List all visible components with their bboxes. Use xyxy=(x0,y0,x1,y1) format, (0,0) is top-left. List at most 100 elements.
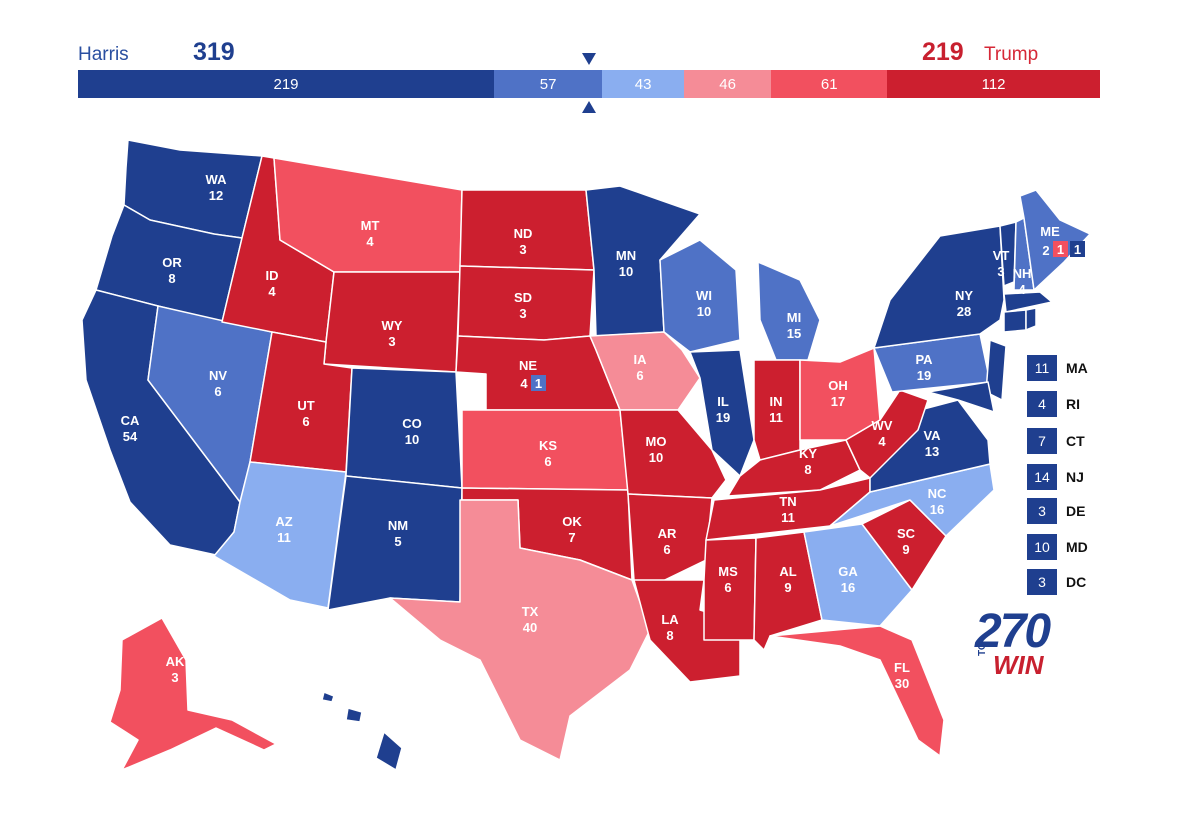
harris-label: Harris xyxy=(78,44,129,65)
small-state-ev-md[interactable]: 10 xyxy=(1027,534,1057,560)
state-ev-wy: 3 xyxy=(388,334,395,349)
state-label-wv: WV xyxy=(872,418,893,433)
state-label-hi: HI xyxy=(362,736,375,751)
state-ev-pa: 19 xyxy=(917,368,931,383)
state-ev-nd: 3 xyxy=(519,242,526,257)
state-WY[interactable] xyxy=(323,271,461,373)
state-label-wa: WA xyxy=(206,172,228,187)
state-MS[interactable] xyxy=(703,537,757,641)
small-state-ev-ri[interactable]: 4 xyxy=(1027,391,1057,417)
state-label-mt: MT xyxy=(361,218,380,233)
state-label-nv: NV xyxy=(209,368,227,383)
state-ev-co: 10 xyxy=(405,432,419,447)
state-label-ms: MS xyxy=(718,564,738,579)
small-state-ev-de[interactable]: 3 xyxy=(1027,498,1057,524)
state-ev-me: 2 xyxy=(1042,243,1049,258)
state-ev-hi: 4 xyxy=(364,752,372,767)
state-GA[interactable] xyxy=(803,523,913,627)
state-label-al: AL xyxy=(779,564,796,579)
state-NJ[interactable] xyxy=(985,339,1007,401)
state-ev-in: 11 xyxy=(769,410,783,425)
state-ev-sc: 9 xyxy=(902,542,909,557)
state-ev-ok: 7 xyxy=(568,530,575,545)
state-label-pa: PA xyxy=(915,352,933,367)
small-state-ev-ma[interactable]: 11 xyxy=(1027,355,1057,381)
state-label-fl: FL xyxy=(894,660,910,675)
state-WI[interactable] xyxy=(659,239,741,353)
state-WV[interactable] xyxy=(845,389,929,479)
state-HI[interactable] xyxy=(375,731,403,771)
state-ev-tx: 40 xyxy=(523,620,537,635)
state-label-nm: NM xyxy=(388,518,408,533)
ne-district-box[interactable] xyxy=(531,375,546,391)
small-state-label-de: DE xyxy=(1066,503,1086,519)
state-ev-ia: 6 xyxy=(636,368,643,383)
state-label-ok: OK xyxy=(562,514,582,529)
bar-segment-rep-likely: 61 xyxy=(771,70,888,98)
state-label-ia: IA xyxy=(634,352,648,367)
state-label-il: IL xyxy=(717,394,729,409)
state-ev-ms: 6 xyxy=(724,580,731,595)
state-label-mn: MN xyxy=(616,248,636,263)
state-ev-nv: 6 xyxy=(214,384,221,399)
state-label-mi: MI xyxy=(787,310,801,325)
state-ev-al: 9 xyxy=(784,580,791,595)
state-ev-ga: 16 xyxy=(841,580,855,595)
logo-to: TO xyxy=(977,642,988,656)
small-state-ev-ct[interactable]: 7 xyxy=(1027,428,1057,454)
state-label-ut: UT xyxy=(297,398,314,413)
state-ev-fl: 30 xyxy=(895,676,909,691)
state-ev-wv: 4 xyxy=(878,434,886,449)
state-TX[interactable] xyxy=(389,499,651,761)
state-label-in: IN xyxy=(770,394,783,409)
state-label-ny: NY xyxy=(955,288,973,303)
state-AR[interactable] xyxy=(627,493,713,593)
state-FL[interactable] xyxy=(769,625,945,757)
bar-segment-dem-likely: 57 xyxy=(494,70,603,98)
state-ev-tn: 11 xyxy=(781,510,795,525)
logo-270: 270 xyxy=(975,605,1051,658)
state-label-ks: KS xyxy=(539,438,557,453)
state-ev-mi: 15 xyxy=(787,326,801,341)
state-RI[interactable] xyxy=(1025,307,1037,331)
state-ev-oh: 17 xyxy=(831,394,845,409)
state-label-oh: OH xyxy=(828,378,848,393)
state-HI-island-2[interactable] xyxy=(345,707,363,723)
small-state-label-ri: RI xyxy=(1066,396,1080,412)
state-ev-nm: 5 xyxy=(394,534,401,549)
state-label-nc: NC xyxy=(928,486,947,501)
state-label-va: VA xyxy=(923,428,941,443)
state-ev-ks: 6 xyxy=(544,454,551,469)
state-MD[interactable] xyxy=(927,381,995,413)
state-ev-sd: 3 xyxy=(519,306,526,321)
me-district-dem-ev: 1 xyxy=(1074,242,1081,257)
me-district-rep-box[interactable] xyxy=(1053,241,1068,257)
state-label-mo: MO xyxy=(646,434,667,449)
small-state-ev-dc[interactable]: 3 xyxy=(1027,569,1057,595)
state-AK[interactable] xyxy=(109,617,277,771)
state-NY[interactable] xyxy=(873,225,1005,349)
bar-segment-dem-safe: 219 xyxy=(78,70,495,98)
state-label-sc: SC xyxy=(897,526,916,541)
state-label-wi: WI xyxy=(696,288,712,303)
state-ev-id: 4 xyxy=(268,284,276,299)
state-CT[interactable] xyxy=(1003,309,1027,333)
small-state-label-md: MD xyxy=(1066,539,1088,555)
state-label-la: LA xyxy=(661,612,679,627)
state-ev-nh: 4 xyxy=(1018,282,1026,297)
state-ev-wa: 12 xyxy=(209,188,223,203)
state-ev-or: 8 xyxy=(168,271,175,286)
state-ev-wi: 10 xyxy=(697,304,711,319)
small-state-ev-nj[interactable]: 14 xyxy=(1027,464,1057,490)
bar-segment-dem-lean: 43 xyxy=(602,70,684,98)
state-ev-mo: 10 xyxy=(649,450,663,465)
state-MA[interactable] xyxy=(1003,291,1053,313)
state-ME[interactable] xyxy=(1019,189,1091,291)
state-label-me: ME xyxy=(1040,224,1060,239)
state-label-or: OR xyxy=(162,255,182,270)
small-state-label-ma: MA xyxy=(1066,360,1088,376)
me-district-dem-box[interactable] xyxy=(1070,241,1085,257)
state-label-id: ID xyxy=(266,268,279,283)
state-HI-island-3[interactable] xyxy=(321,691,335,703)
